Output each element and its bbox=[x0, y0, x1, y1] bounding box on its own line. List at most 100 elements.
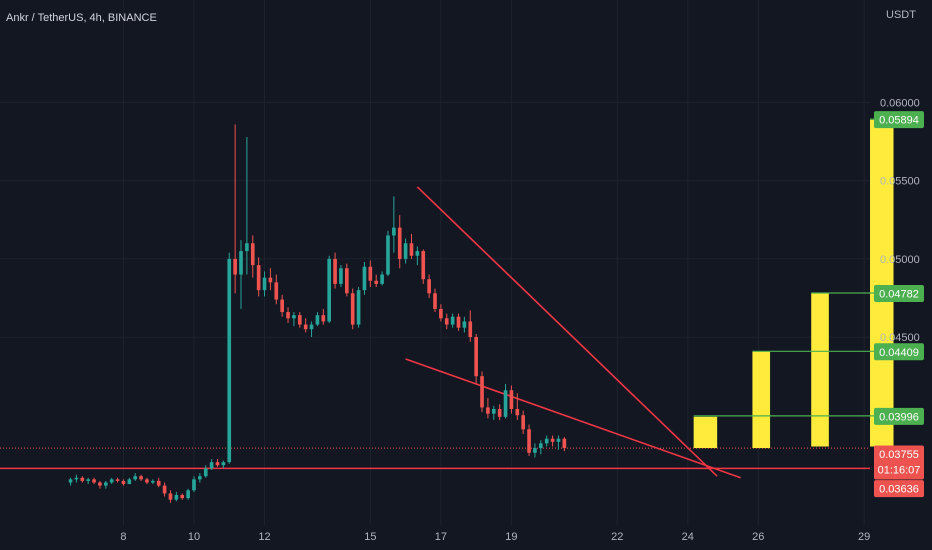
candle-body bbox=[439, 308, 443, 319]
candle-body bbox=[215, 462, 220, 466]
y-tick-label: 0.05500 bbox=[880, 176, 920, 188]
candle-body bbox=[533, 448, 537, 453]
candle-body bbox=[239, 251, 243, 275]
price-tag-label: 0.03755 bbox=[879, 449, 919, 461]
price-tag-bg bbox=[874, 407, 924, 425]
candle-body bbox=[268, 277, 273, 283]
x-tick-label: 22 bbox=[611, 531, 623, 543]
x-tick-label: 29 bbox=[858, 531, 870, 543]
y-tick-label: 0.06000 bbox=[880, 98, 920, 110]
x-tick-label: 19 bbox=[505, 531, 517, 543]
candle-body bbox=[521, 415, 525, 430]
candle-body bbox=[403, 243, 408, 259]
candle-body bbox=[109, 479, 114, 483]
candle-body bbox=[503, 390, 508, 417]
candle-body bbox=[127, 479, 132, 485]
candle-body bbox=[509, 390, 514, 409]
candle-body bbox=[103, 482, 108, 486]
candle-body bbox=[350, 293, 355, 325]
price-axis-ticks: 0.06000 0.05500 0.05000 0.04500 bbox=[880, 98, 920, 345]
target-bar-0 bbox=[693, 416, 718, 449]
candle-body bbox=[186, 490, 190, 499]
price-tag-label: 0.04409 bbox=[879, 347, 919, 359]
price-tag-bg bbox=[874, 480, 924, 498]
candle-body bbox=[474, 337, 478, 377]
trendline-0 bbox=[405, 358, 741, 479]
candle-body bbox=[486, 407, 490, 414]
candle-body bbox=[233, 258, 237, 275]
candle-body bbox=[409, 243, 414, 256]
candle-body bbox=[444, 318, 449, 325]
price-tag-bg bbox=[874, 111, 924, 129]
price-tag-label: 0.03636 bbox=[879, 484, 919, 496]
candle-body bbox=[392, 227, 396, 236]
candle-body bbox=[333, 258, 337, 284]
candle-body bbox=[362, 266, 367, 291]
candle-body bbox=[297, 315, 302, 325]
candle-body bbox=[321, 315, 326, 322]
candle-body bbox=[550, 438, 555, 442]
candle-body bbox=[339, 268, 343, 284]
candle-body bbox=[174, 494, 179, 500]
candle-body bbox=[315, 315, 320, 325]
candle-body bbox=[380, 274, 384, 284]
candle-body bbox=[274, 282, 279, 300]
target-bar-3 bbox=[870, 119, 894, 447]
candle-body bbox=[556, 438, 561, 442]
candle-body bbox=[368, 266, 373, 281]
candle-body bbox=[544, 438, 549, 444]
candle-body bbox=[480, 376, 484, 408]
target-bar-1 bbox=[752, 351, 771, 449]
horizontal-levels bbox=[0, 447, 870, 470]
chart-title: Ankr / TetherUS, 4h, BINANCE bbox=[6, 12, 157, 24]
x-tick-label: 17 bbox=[435, 531, 447, 543]
x-tick-label: 15 bbox=[364, 531, 376, 543]
candle-body bbox=[450, 316, 455, 325]
candles bbox=[68, 124, 567, 503]
candle-body bbox=[168, 493, 173, 500]
candle-body bbox=[68, 479, 73, 483]
candle-body bbox=[515, 408, 520, 416]
candle-body bbox=[292, 315, 296, 319]
candle-body bbox=[115, 479, 120, 481]
candle-body bbox=[262, 277, 267, 291]
candle-body bbox=[356, 290, 361, 325]
candle-body bbox=[303, 324, 308, 330]
candle-body bbox=[98, 482, 102, 486]
candle-body bbox=[433, 293, 437, 309]
candle-body bbox=[80, 477, 85, 481]
candle-body bbox=[538, 443, 543, 449]
candle-body bbox=[397, 227, 402, 259]
y-tick-label: 0.05000 bbox=[880, 254, 920, 266]
candle-body bbox=[309, 324, 314, 330]
candle-body bbox=[203, 468, 208, 477]
candle-body bbox=[456, 316, 461, 328]
candle-body bbox=[133, 476, 138, 480]
candle-body bbox=[198, 476, 202, 480]
countdown-label: 01:16:07 bbox=[878, 465, 921, 477]
x-tick-label: 26 bbox=[752, 531, 764, 543]
price-tag-label: 0.05894 bbox=[879, 115, 919, 127]
candle-body bbox=[374, 280, 379, 284]
candle-body bbox=[156, 480, 161, 486]
candle-body bbox=[415, 251, 420, 256]
price-tag-label: 0.04782 bbox=[879, 288, 919, 300]
candle-body bbox=[491, 408, 496, 414]
price-tags: 0.05894 0.04782 0.04409 0.03996 0.03755 01:16… bbox=[693, 111, 924, 498]
candle-body bbox=[192, 479, 196, 491]
candle-body bbox=[162, 485, 167, 494]
candle-body bbox=[121, 480, 126, 485]
candle-body bbox=[462, 321, 467, 328]
candle-body bbox=[86, 479, 90, 481]
candle-body bbox=[386, 235, 390, 275]
time-axis-ticks: 8 10 12 15 17 19 22 24 26 29 bbox=[120, 531, 870, 543]
trendlines bbox=[405, 186, 741, 479]
candle-body bbox=[151, 480, 155, 483]
candle-body bbox=[497, 408, 502, 417]
x-tick-label: 12 bbox=[258, 531, 270, 543]
candle-body bbox=[180, 494, 185, 499]
price-tag-bg bbox=[874, 343, 924, 361]
target-bars bbox=[693, 119, 894, 449]
